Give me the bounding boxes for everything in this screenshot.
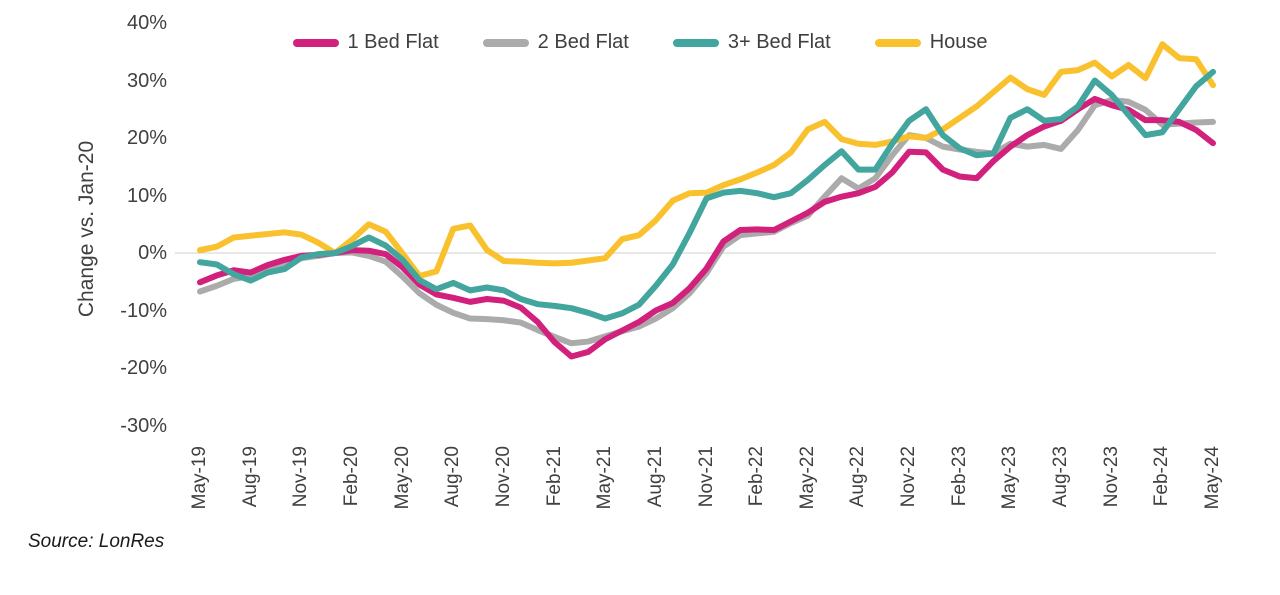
- x-tick-label: Feb-20: [340, 446, 362, 507]
- legend-line-swatch: [292, 38, 339, 47]
- y-tick-label: 40%: [126, 12, 167, 34]
- legend-label: 3+ Bed Flat: [727, 31, 831, 53]
- x-tick-label: Feb-21: [543, 446, 565, 507]
- x-tick-label: Feb-22: [746, 446, 768, 507]
- chart-legend: 1 Bed Flat 2 Bed Flat 3+ Bed Flat House: [0, 31, 1280, 54]
- x-tick-label: May-23: [999, 446, 1021, 510]
- x-tick-label: May-21: [594, 446, 616, 510]
- x-tick-label: May-24: [1202, 446, 1223, 510]
- source-note: Source: LonRes: [28, 531, 165, 552]
- x-tick-label: May-19: [189, 446, 210, 510]
- series-line-2-bed-flat: [197, 97, 1216, 347]
- y-tick-label: 30%: [126, 69, 167, 92]
- y-tick-label: 10%: [126, 184, 167, 207]
- y-tick-label: 20%: [126, 127, 167, 149]
- series-line-1-bed-flat: [197, 95, 1216, 360]
- legend-label: House: [929, 31, 988, 53]
- x-tick-label: May-20: [391, 446, 413, 510]
- x-tick-label: Aug-19: [239, 446, 261, 508]
- legend-item-house: House: [874, 31, 988, 54]
- x-tick-label: Aug-20: [442, 446, 464, 508]
- series-line-house: [197, 41, 1216, 279]
- y-tick-label: -10%: [120, 299, 167, 322]
- legend-item-1-bed-flat: 1 Bed Flat: [292, 31, 439, 54]
- x-tick-label: Nov-19: [290, 446, 312, 508]
- x-tick-label: May-22: [796, 446, 818, 510]
- x-tick-label: Feb-23: [948, 446, 970, 507]
- legend-label: 2 Bed Flat: [537, 31, 629, 53]
- legend-line-swatch: [672, 38, 719, 47]
- y-tick-label: -30%: [120, 414, 167, 437]
- x-tick-label: Aug-21: [644, 446, 666, 508]
- legend-line-swatch: [482, 38, 529, 47]
- y-tick-label: -20%: [120, 357, 167, 379]
- x-tick-label: Nov-23: [1100, 446, 1122, 508]
- x-tick-label: Nov-21: [695, 446, 717, 508]
- legend-item-2-bed-flat: 2 Bed Flat: [482, 31, 629, 54]
- y-tick-label: 0%: [138, 242, 167, 264]
- x-tick-label: Nov-22: [898, 446, 920, 508]
- series-line-3-bed-flat: [197, 68, 1216, 322]
- legend-label: 1 Bed Flat: [347, 31, 439, 53]
- x-tick-label: Aug-22: [847, 446, 869, 508]
- legend-item-3-bed-flat: 3+ Bed Flat: [672, 31, 831, 54]
- x-tick-label: Feb-24: [1151, 446, 1173, 507]
- x-tick-label: Nov-20: [492, 446, 514, 508]
- legend-line-swatch: [874, 38, 921, 47]
- x-tick-label: Aug-23: [1050, 446, 1072, 508]
